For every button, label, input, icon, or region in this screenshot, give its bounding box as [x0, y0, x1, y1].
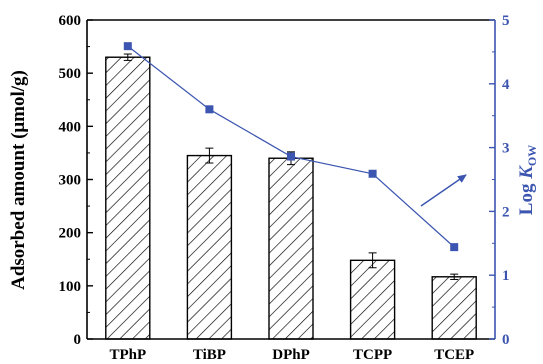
bar-group: [105, 56, 477, 340]
right-tick-label: 0: [502, 332, 510, 348]
left-axis-ticks: 0 100 200 300 400 500 600: [59, 13, 93, 348]
category-label-tcpp: TCPP: [353, 347, 392, 363]
right-tick-label: 3: [502, 141, 510, 157]
log-kow-point-dphp: [287, 152, 295, 161]
right-tick-label: 5: [502, 13, 510, 29]
category-label-tcep: TCEP: [434, 347, 474, 363]
bar-tcpp: [349, 259, 396, 340]
left-tick-label: 300: [59, 173, 82, 189]
category-label-tphp: TPhP: [109, 347, 146, 363]
left-tick-label: 400: [59, 119, 82, 135]
right-tick-label: 1: [502, 268, 510, 284]
log-kow-series: [123, 42, 459, 252]
left-tick-label: 200: [59, 226, 82, 242]
bar-tibp: [186, 154, 233, 340]
y-left-axis-title: Adsorbed amount (μmol/g): [8, 70, 29, 290]
log-kow-point-tibp: [205, 105, 214, 114]
error-bar-tcep: [450, 273, 459, 280]
y-right-title-sub: OW: [525, 145, 539, 166]
right-tick-label: 4: [502, 77, 510, 93]
y-right-axis-title: Log KOW: [516, 145, 539, 215]
log-kow-point-tphp: [123, 42, 132, 51]
bar-tphp: [105, 56, 151, 340]
log-kow-point-tcpp: [368, 169, 377, 178]
left-tick-label: 600: [59, 13, 82, 29]
y-right-title-italic: K: [516, 165, 537, 180]
bar-dphp: [268, 157, 314, 340]
category-labels: TPhP TiBP DPhP TCPP TCEP: [109, 347, 474, 363]
left-tick-label: 0: [74, 332, 82, 348]
annotation-arrow: [420, 174, 467, 207]
error-bar-tphp: [123, 53, 132, 61]
log-kow-point-tcep: [450, 243, 459, 252]
left-tick-label: 500: [59, 66, 82, 82]
category-label-dphp: DPhP: [272, 347, 310, 363]
bar-tcep: [431, 276, 477, 340]
right-axis-ticks: 0 1 2 3 4 5: [489, 13, 510, 348]
left-tick-label: 100: [59, 279, 82, 295]
error-bar-group: [123, 53, 459, 280]
error-bar-tibp: [205, 147, 214, 164]
y-right-title-main: Log: [516, 179, 537, 215]
error-bar-tcpp: [368, 252, 377, 269]
right-tick-label: 2: [502, 204, 510, 220]
category-label-tibp: TiBP: [193, 347, 226, 363]
